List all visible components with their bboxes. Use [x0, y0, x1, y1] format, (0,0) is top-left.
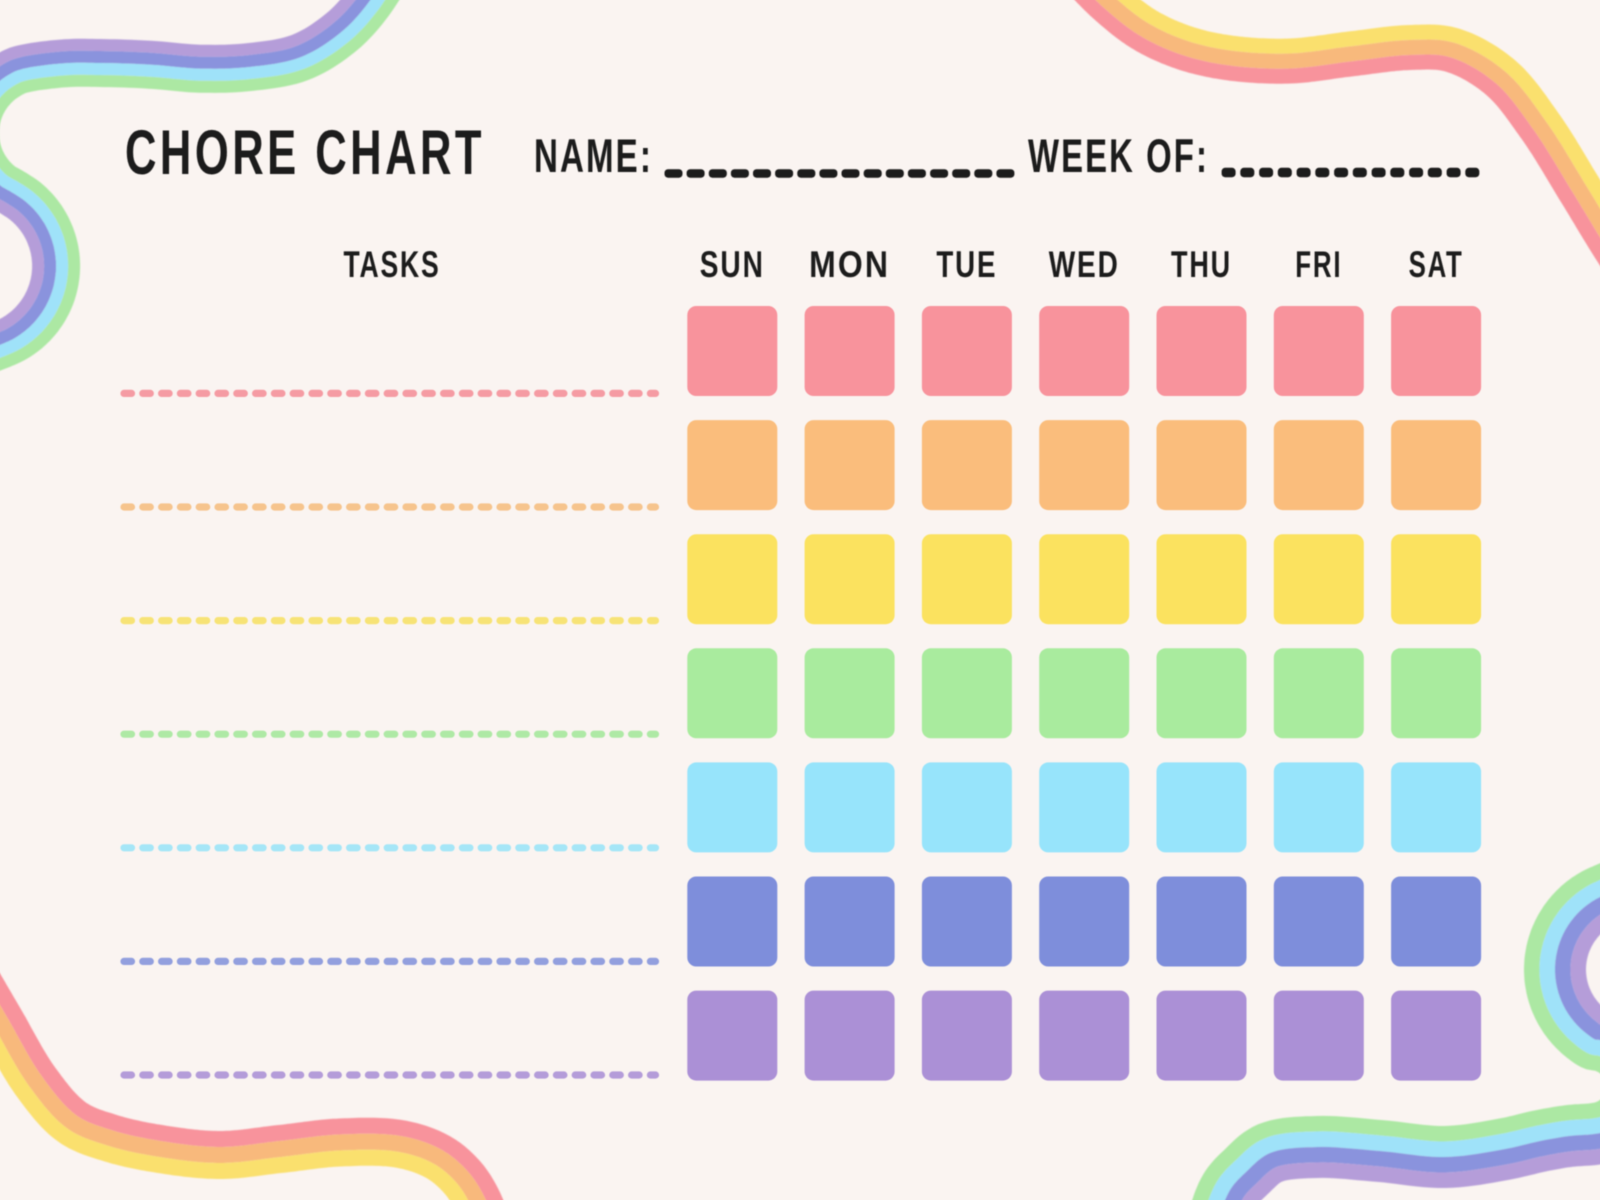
svg-text:WEEK OF:: WEEK OF:	[1028, 129, 1209, 182]
svg-text:TASKS: TASKS	[344, 244, 441, 285]
svg-text:CHORE CHART: CHORE CHART	[125, 118, 485, 188]
svg-text:TUE: TUE	[936, 244, 997, 285]
svg-text:FRI: FRI	[1295, 244, 1342, 285]
svg-text:NAME:: NAME:	[534, 129, 653, 182]
svg-text:SUN: SUN	[700, 244, 765, 285]
svg-text:THU: THU	[1171, 244, 1232, 285]
svg-text:SAT: SAT	[1409, 244, 1464, 285]
svg-text:MON: MON	[809, 244, 890, 285]
svg-text:WED: WED	[1049, 244, 1120, 285]
